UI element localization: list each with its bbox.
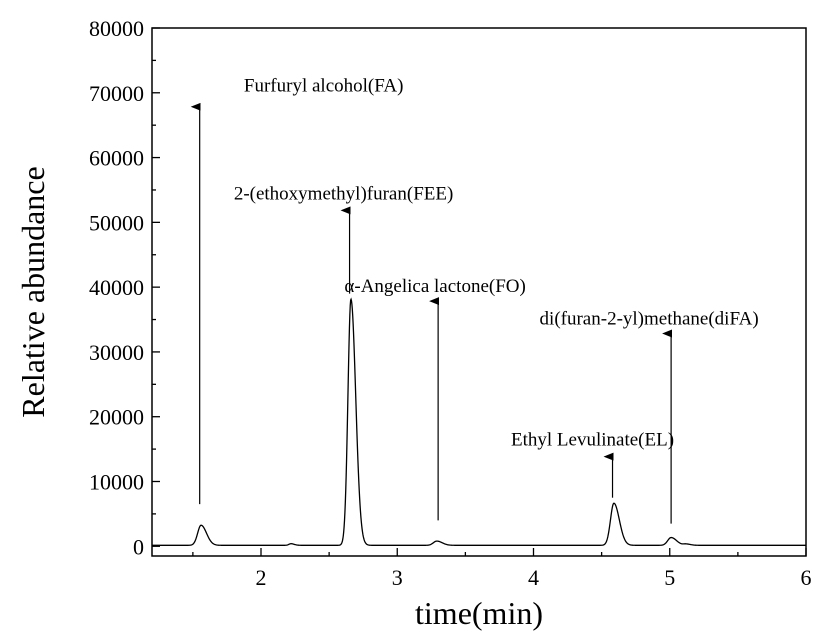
x-tick-label: 5	[664, 565, 675, 590]
y-tick-label: 0	[133, 534, 144, 559]
annotation-label: α-Angelica lactone(FO)	[344, 276, 525, 297]
y-tick-label: 30000	[89, 340, 144, 365]
x-tick-label: 2	[256, 565, 267, 590]
y-tick-label: 20000	[89, 405, 144, 430]
y-tick-label: 40000	[89, 275, 144, 300]
annotation-label: Ethyl Levulinate(EL)	[511, 430, 674, 451]
x-axis-ticks: 2 3 4 5 6	[192, 548, 812, 590]
y-tick-label: 10000	[89, 469, 144, 494]
x-tick-label: 4	[528, 565, 539, 590]
x-tick-label: 3	[392, 565, 403, 590]
annotation-label: 2-(ethoxymethyl)furan(FEE)	[234, 183, 453, 204]
y-tick-label: 50000	[89, 210, 144, 235]
y-tick-label: 80000	[89, 16, 144, 41]
x-tick-label: 6	[801, 565, 812, 590]
annotation-label: di(furan-2-yl)methane(diFA)	[540, 308, 759, 329]
plot-frame	[151, 27, 807, 557]
y-tick-label: 70000	[89, 81, 144, 106]
peak-annotations: Furfuryl alcohol(FA) 2-(ethoxymethyl)fura…	[190, 76, 759, 524]
y-axis-ticks: 0 10000 20000 30000 40000 50000 60000 70000 8000…	[89, 16, 160, 559]
y-axis-title: Relative abundance	[15, 166, 51, 417]
y-tick-label: 60000	[89, 146, 144, 171]
annotation-label: Furfuryl alcohol(FA)	[244, 76, 404, 97]
x-axis-title: time(min)	[415, 595, 543, 631]
chromatogram-trace	[152, 297, 806, 546]
